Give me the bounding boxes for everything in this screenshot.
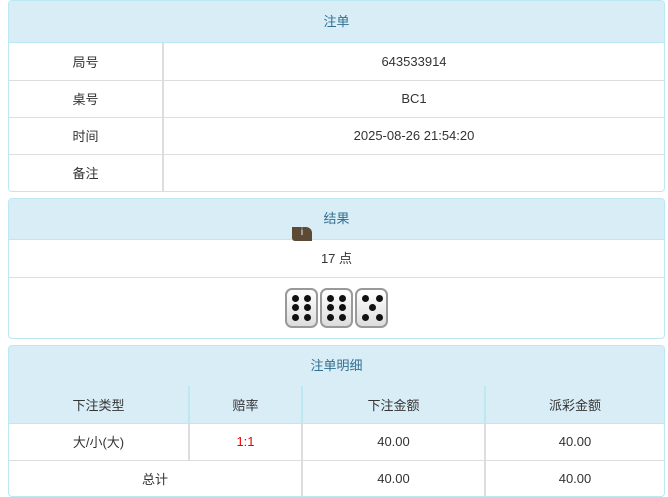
bet-type: 大/小(大) — [9, 422, 189, 460]
panel-title: 结果 — [9, 199, 664, 240]
row-value — [162, 153, 664, 191]
result-panel: 结果 17 点 i — [8, 198, 665, 339]
total-bet: 40.00 — [301, 459, 485, 496]
pip — [339, 304, 346, 312]
row-value: 2025-08-26 21:54:20 — [162, 116, 664, 154]
info-icon[interactable]: i — [292, 227, 312, 241]
pip — [376, 295, 383, 303]
panel-title: 注单明细 — [9, 346, 664, 386]
total-label: 总计 — [9, 459, 302, 496]
pip — [369, 304, 376, 312]
column-header: 下注金额 — [301, 386, 485, 423]
row-value: BC1 — [162, 79, 664, 117]
pip — [292, 313, 299, 321]
die-6-icon — [285, 288, 318, 328]
die-6-icon — [320, 288, 353, 328]
odds: 1:1 — [188, 422, 302, 460]
pip — [362, 295, 369, 303]
row-label: 桌号 — [9, 79, 163, 117]
order-table: 局号 643533914 桌号 BC1 时间 2025-08-26 21:54:20 … — [9, 43, 664, 191]
pip — [304, 304, 311, 312]
total-payout: 40.00 — [484, 459, 664, 496]
pip — [304, 313, 311, 321]
table-row: 大/小(大) 1:1 40.00 40.00 — [9, 422, 664, 460]
pip — [339, 313, 346, 321]
table-header: 下注类型 赔率 下注金额 派彩金额 — [9, 386, 664, 423]
points-text: 17 点 — [9, 240, 664, 278]
pip — [339, 295, 346, 303]
table-row: 备注 — [9, 153, 664, 191]
pip — [327, 295, 334, 303]
table-row: 局号 643533914 — [9, 43, 664, 80]
payout-amount: 40.00 — [484, 422, 664, 460]
column-header: 下注类型 — [9, 386, 189, 423]
die-5-icon — [355, 288, 388, 328]
table-row: 桌号 BC1 — [9, 79, 664, 117]
column-header: 赔率 — [188, 386, 302, 423]
order-panel: 注单 局号 643533914 桌号 BC1 时间 2025-08-26 21:54:… — [8, 0, 665, 192]
row-label: 局号 — [72, 54, 99, 70]
pip — [292, 304, 299, 312]
pip — [327, 313, 334, 321]
detail-table: 下注类型 赔率 下注金额 派彩金额 大/小(大) 1:1 40.00 40.00… — [9, 386, 664, 496]
pip — [292, 295, 299, 303]
pip — [362, 313, 369, 321]
pip — [327, 304, 334, 312]
pip — [376, 313, 383, 321]
row-value: 643533914 — [162, 43, 664, 80]
column-header: 派彩金额 — [484, 386, 664, 423]
table-row: 时间 2025-08-26 21:54:20 — [9, 116, 664, 154]
row-label: 备注 — [9, 153, 163, 191]
bet-amount: 40.00 — [301, 422, 485, 460]
panel-title: 注单 — [9, 1, 664, 43]
detail-panel: 注单明细 下注类型 赔率 下注金额 派彩金额 大/小(大) 1:1 40.00 … — [8, 345, 665, 497]
pip — [304, 295, 311, 303]
dice-row — [9, 278, 664, 328]
total-row: 总计 40.00 40.00 — [9, 459, 664, 496]
row-label: 时间 — [9, 116, 163, 154]
